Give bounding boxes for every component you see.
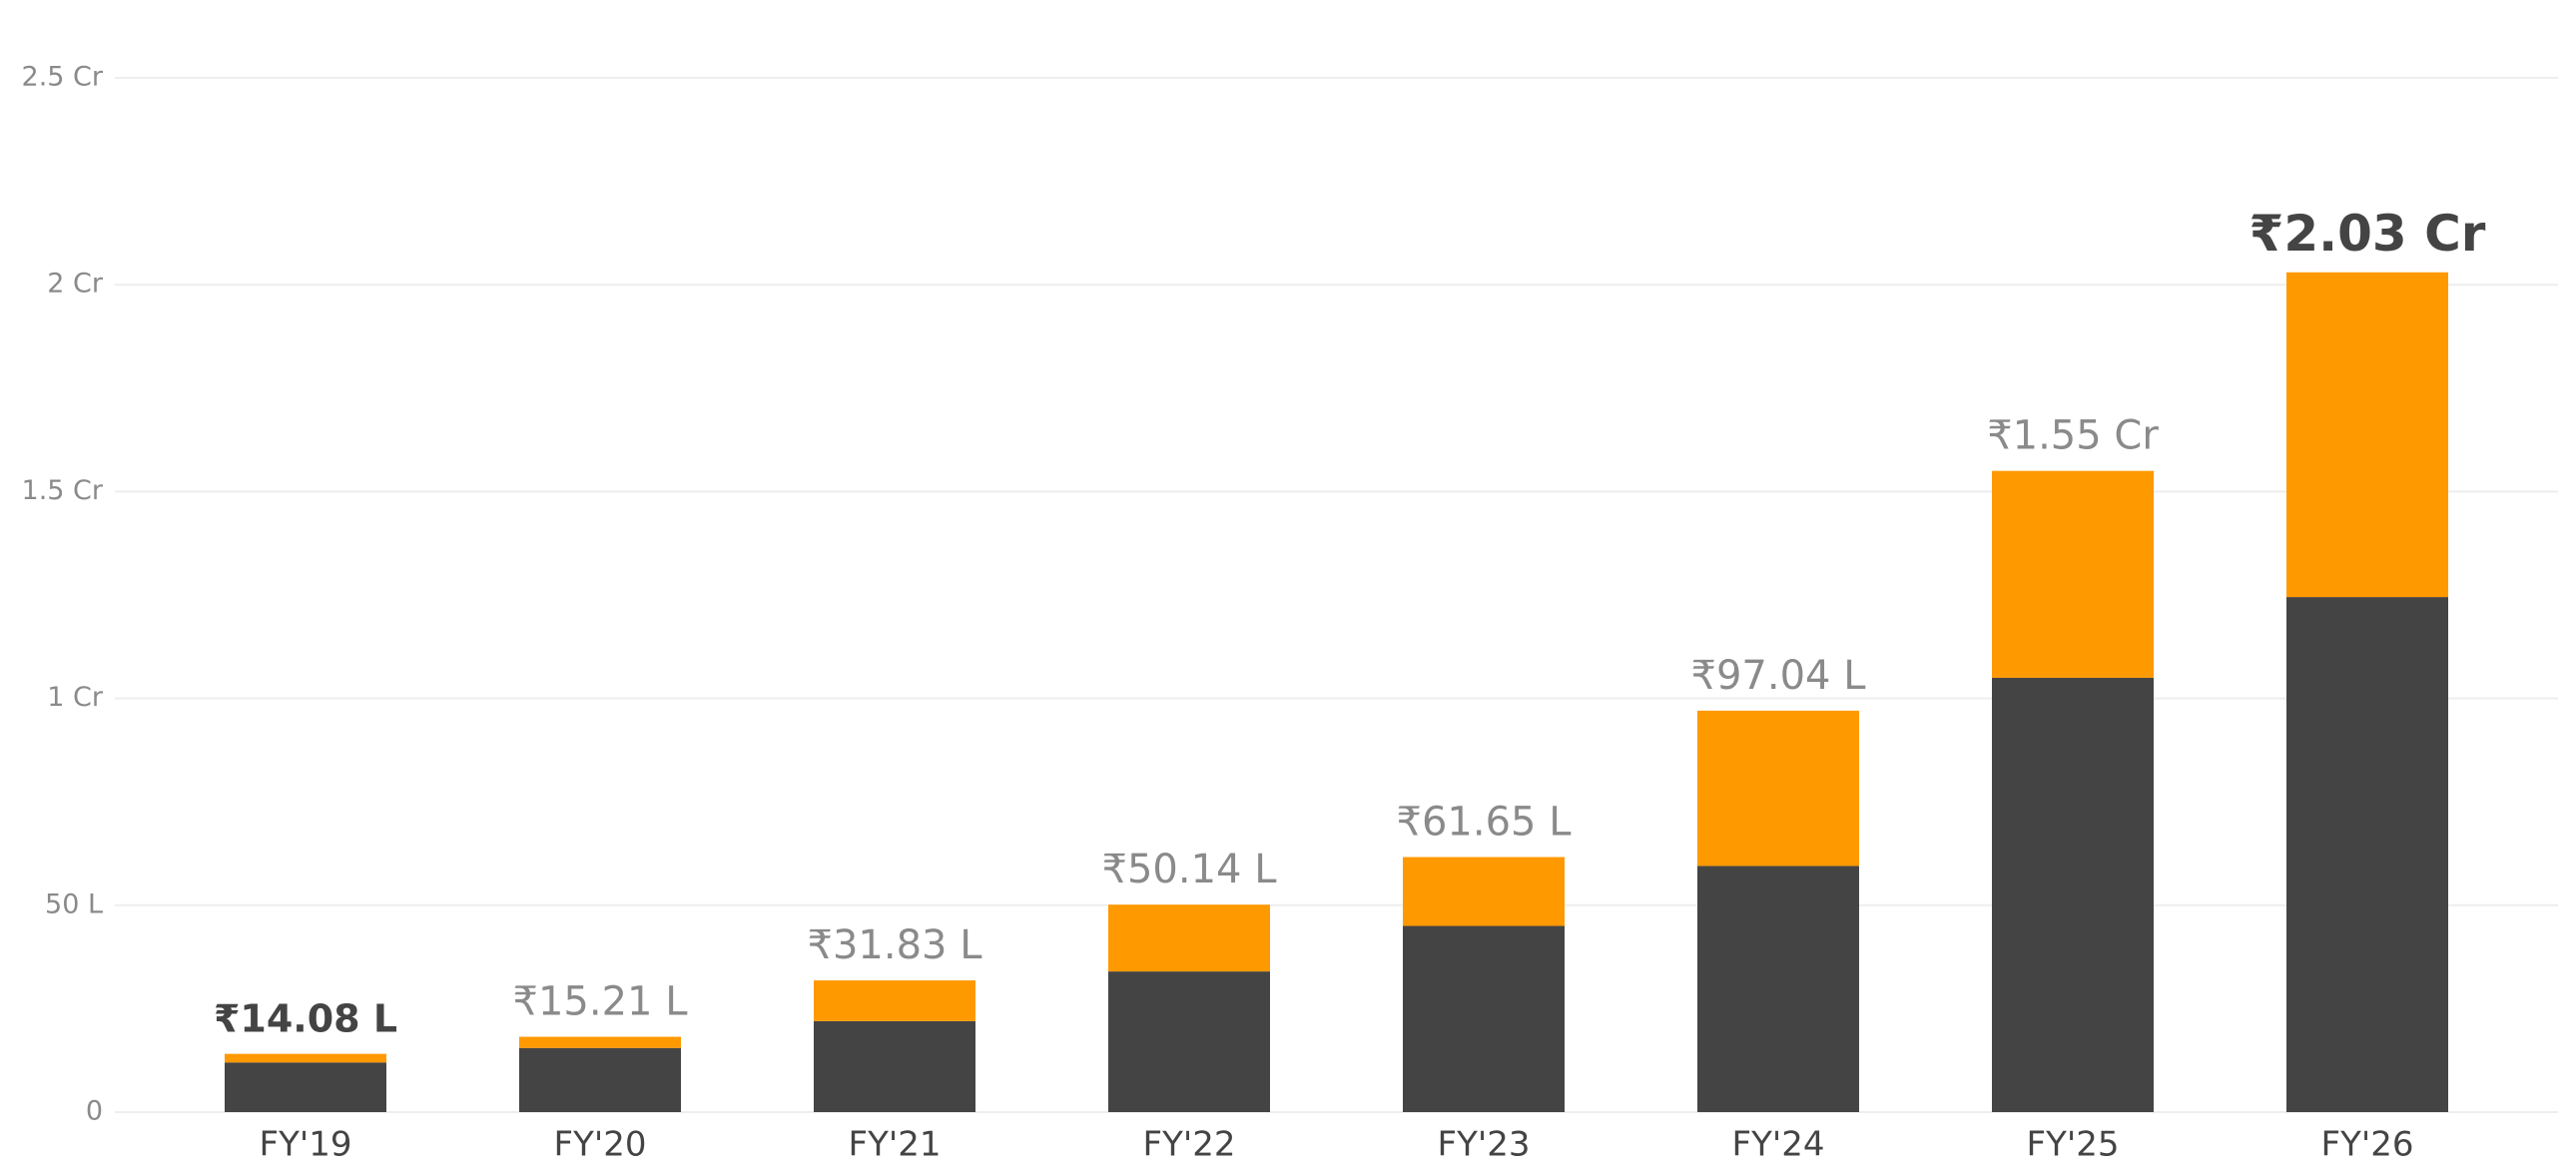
x-category-label: FY'21 bbox=[849, 1125, 942, 1165]
y-tick-label: 50 L bbox=[45, 888, 103, 919]
gridlines bbox=[115, 77, 2558, 1113]
x-category-label: FY'20 bbox=[554, 1125, 647, 1165]
bar-segment-top bbox=[519, 1036, 681, 1048]
bar-total-label: ₹1.55 Cr bbox=[1987, 413, 2159, 459]
x-category-label: FY'25 bbox=[2027, 1125, 2120, 1165]
bar-total-label: ₹31.83 L bbox=[808, 922, 983, 968]
y-tick-label: 0 bbox=[86, 1096, 103, 1127]
bar-segment-base bbox=[1403, 925, 1565, 1112]
bar-total-label: ₹14.08 L bbox=[214, 997, 397, 1041]
bar-segment-base bbox=[1992, 677, 2154, 1112]
y-tick-label: 2 Cr bbox=[47, 269, 104, 299]
bars bbox=[225, 272, 2448, 1112]
bar-segment-top bbox=[1697, 710, 1859, 867]
bar-segment-top bbox=[225, 1053, 386, 1063]
x-axis-category-labels: FY'19 FY'20 FY'21 FY'22 FY'23 FY'24 FY'25 FY'26 bbox=[260, 1125, 2414, 1165]
bar-segment-top bbox=[1108, 904, 1270, 972]
bar-segment-base bbox=[2286, 597, 2448, 1112]
x-category-label: FY'23 bbox=[1438, 1125, 1531, 1165]
bar-total-label: ₹50.14 L bbox=[1102, 847, 1278, 892]
x-category-label: FY'26 bbox=[2321, 1125, 2414, 1165]
x-category-label: FY'19 bbox=[260, 1125, 352, 1165]
bar-segment-top bbox=[814, 980, 975, 1021]
bar-total-label: ₹2.03 Cr bbox=[2250, 205, 2486, 263]
bar-total-label: ₹61.65 L bbox=[1397, 800, 1573, 846]
bar-total-label: ₹97.04 L bbox=[1691, 653, 1867, 699]
bar-segment-top bbox=[1403, 857, 1565, 926]
bar-segment-top bbox=[1992, 470, 2154, 678]
bar-segment-base bbox=[1697, 866, 1859, 1112]
x-category-label: FY'24 bbox=[1732, 1125, 1825, 1165]
y-tick-label: 1.5 Cr bbox=[22, 475, 104, 506]
bar-segment-base bbox=[814, 1020, 975, 1112]
bar-total-labels: ₹14.08 L ₹15.21 L ₹31.83 L ₹50.14 L ₹61.65 L… bbox=[214, 205, 2486, 1041]
bar-segment-base bbox=[519, 1047, 681, 1112]
y-tick-label: 1 Cr bbox=[47, 682, 104, 713]
bar-segment-base bbox=[1108, 971, 1270, 1112]
bar-total-label: ₹15.21 L bbox=[513, 979, 689, 1025]
x-category-label: FY'22 bbox=[1143, 1125, 1236, 1165]
y-axis-tick-labels: 0 50 L 1 Cr 1.5 Cr 2 Cr 2.5 Cr bbox=[22, 62, 104, 1127]
y-tick-label: 2.5 Cr bbox=[22, 62, 104, 93]
bar-segment-top bbox=[2286, 272, 2448, 598]
bar-segment-base bbox=[225, 1062, 386, 1112]
